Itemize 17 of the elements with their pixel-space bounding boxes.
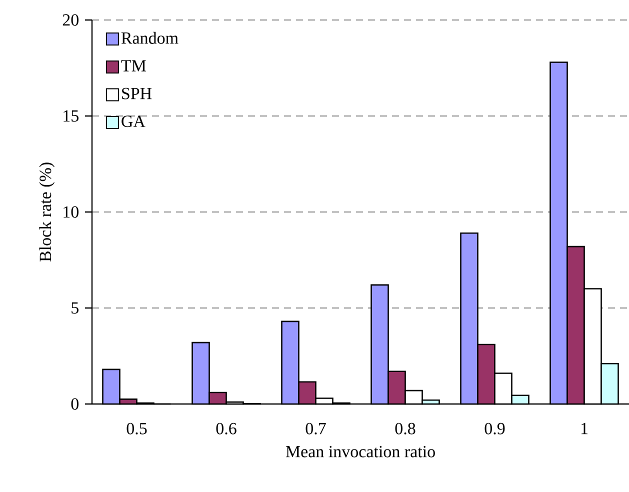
legend-label: GA: [122, 116, 146, 128]
x-tick-label: 0.5: [126, 422, 147, 434]
y-tick-label: 5: [72, 302, 78, 314]
y-axis-title: Block rate (%): [39, 162, 55, 262]
legend-label: SPH: [122, 88, 152, 100]
x-tick-label: 0.9: [484, 422, 505, 434]
x-tick-label: 0.6: [216, 422, 236, 434]
x-tick-label: 1: [582, 422, 588, 434]
y-tick-label: 0: [71, 398, 78, 410]
y-tick-label: 15: [64, 110, 78, 122]
x-tick-label: 0.7: [306, 422, 326, 434]
y-tick-label: 20: [62, 14, 78, 26]
x-tick-label: 0.8: [395, 422, 416, 434]
legend-label: Random: [121, 32, 178, 44]
legend-label: TM: [121, 60, 146, 72]
y-tick-label: 10: [64, 206, 78, 218]
x-axis-title: Mean invocation ratio: [286, 446, 435, 458]
